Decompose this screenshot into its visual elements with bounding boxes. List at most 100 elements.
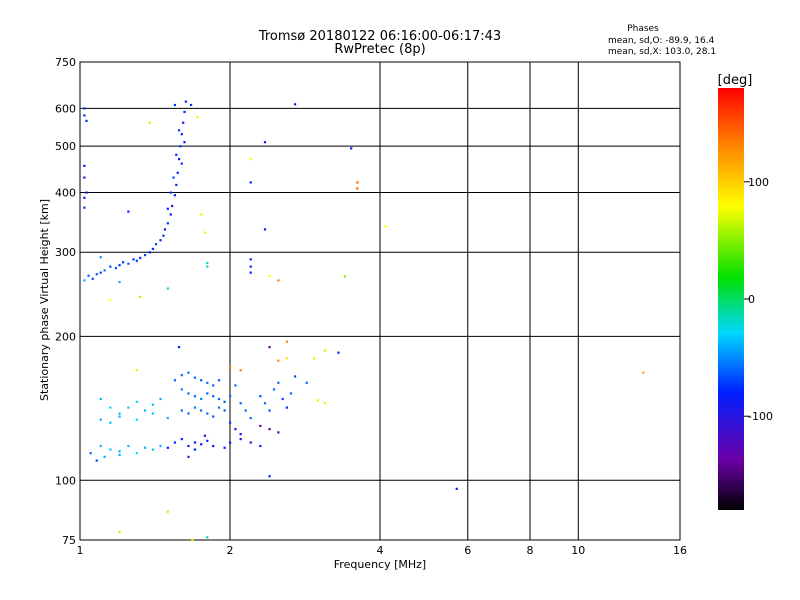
data-point [217, 397, 221, 401]
phase-stats-o: mean, sd,O: -89.9, 16.4 [608, 36, 715, 46]
data-point [212, 395, 215, 398]
plot-frame [79, 61, 681, 541]
data-point [191, 539, 194, 542]
data-point [143, 409, 147, 412]
data-point [103, 269, 106, 272]
data-point [99, 418, 102, 421]
data-point [173, 194, 177, 197]
data-point [151, 412, 155, 415]
y-axis-label: Stationary phase Virtual Height [km] [38, 199, 51, 401]
data-point [189, 103, 193, 107]
data-point [229, 366, 232, 369]
data-point [182, 121, 185, 124]
x-tick-label: 16 [673, 544, 687, 557]
data-point [249, 265, 252, 268]
data-point [109, 265, 112, 268]
data-point [169, 213, 172, 216]
data-point [337, 351, 340, 354]
x-tick-label: 4 [377, 544, 384, 557]
data-point [109, 421, 112, 424]
data-points [83, 100, 645, 542]
data-point [169, 191, 172, 194]
data-point [229, 395, 232, 398]
data-point [239, 437, 242, 441]
data-point [323, 402, 327, 405]
data-point [263, 402, 267, 405]
data-point [239, 402, 242, 405]
data-point [217, 406, 221, 409]
data-point [162, 234, 165, 237]
x-tick-label: 2 [227, 544, 234, 557]
data-point [249, 258, 252, 261]
data-point [135, 400, 138, 403]
data-point [200, 409, 203, 412]
data-point [122, 261, 125, 264]
data-point [166, 510, 169, 513]
x-tick-label: 8 [527, 544, 534, 557]
data-point [173, 441, 177, 444]
y-tick-label: 600 [55, 102, 76, 115]
data-point [206, 412, 209, 415]
data-point [83, 176, 86, 179]
y-tick-label: 400 [55, 186, 76, 199]
data-point [177, 158, 181, 161]
data-point [83, 206, 86, 209]
data-point [83, 279, 86, 282]
data-point [118, 453, 121, 457]
data-point [193, 441, 197, 444]
data-point [206, 439, 209, 442]
data-point [83, 164, 86, 167]
data-point [89, 452, 92, 455]
data-point [176, 171, 179, 174]
data-point [173, 103, 177, 107]
data-point [180, 162, 183, 165]
data-point [172, 176, 175, 179]
data-point [249, 271, 252, 274]
data-point [135, 418, 138, 421]
data-point [206, 392, 209, 395]
data-point [159, 397, 162, 401]
data-point [151, 448, 155, 451]
data-point [139, 295, 142, 299]
data-point [259, 424, 262, 428]
data-point [206, 261, 209, 265]
data-point [135, 259, 138, 262]
data-point [114, 267, 118, 270]
data-point [109, 299, 112, 302]
data-point [118, 412, 121, 415]
data-point [180, 133, 183, 136]
data-point [455, 487, 458, 490]
data-point [166, 207, 169, 210]
data-point [212, 384, 215, 387]
data-point [183, 141, 186, 144]
y-tick-label: 300 [55, 246, 76, 259]
data-point [193, 448, 197, 451]
data-point [166, 416, 169, 420]
colorbar [718, 88, 744, 510]
data-point [263, 228, 267, 231]
data-point [99, 397, 102, 401]
data-point [239, 369, 242, 372]
data-point [343, 275, 347, 278]
data-point [163, 228, 167, 231]
y-tick-label: 750 [55, 56, 76, 69]
data-point [200, 443, 203, 446]
data-point [249, 158, 252, 161]
data-point [293, 103, 297, 106]
data-point [85, 119, 88, 123]
data-point [187, 371, 190, 374]
x-tick-label: 6 [464, 544, 471, 557]
data-point [259, 395, 262, 398]
data-point [193, 376, 197, 379]
data-point [87, 274, 90, 277]
data-point [200, 397, 203, 401]
data-point [180, 437, 183, 441]
data-point [148, 121, 151, 124]
data-point [109, 406, 112, 409]
data-point [175, 153, 178, 156]
data-point [193, 406, 197, 409]
data-point [135, 369, 138, 372]
chart-subtitle: RwPretec (8p) [334, 42, 425, 57]
data-point [234, 428, 237, 431]
data-point [180, 409, 183, 412]
